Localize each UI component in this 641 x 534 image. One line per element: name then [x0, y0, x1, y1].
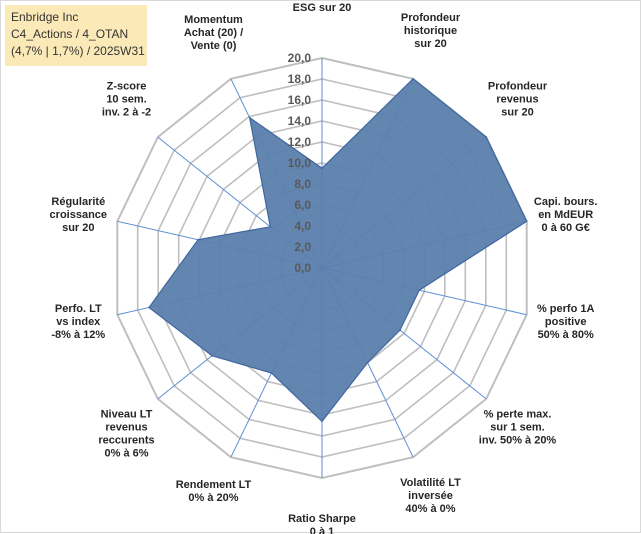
- axis-label-line: -8% à 12%: [51, 329, 105, 341]
- axis-label-line: sur 1 sem.: [490, 422, 544, 434]
- axis-label-line: Z-score: [107, 80, 147, 92]
- axis-label-line: inversée: [408, 490, 453, 502]
- tick-label: 10,0: [288, 156, 312, 170]
- radar-ticks: 0,0 2,0 4,0 6,0 8,0 10,0 12,0 14,0 16,0 18,0 20,0: [288, 51, 312, 275]
- axis-label: Volatilité LT inversée 40% à 0%: [400, 477, 461, 515]
- axis-label-line: Perfo. LT: [55, 303, 102, 315]
- title-line-1: Enbridge Inc: [11, 10, 79, 24]
- axis-label-line: 50% à 80%: [538, 329, 594, 341]
- axis-label-line: 0% à 20%: [188, 492, 238, 504]
- chart-title-box: Enbridge Inc C4_Actions / 4_OTAN (4,7% |…: [5, 5, 147, 66]
- tick-label: 20,0: [288, 51, 312, 65]
- axis-label-line: Rendement LT: [176, 479, 252, 491]
- axis-label-line: positive: [545, 316, 587, 328]
- axis-label-line: 40% à 0%: [405, 503, 455, 515]
- axis-label: Profondeur revenus sur 20: [488, 80, 548, 118]
- title-line-2: C4_Actions / 4_OTAN: [11, 27, 129, 41]
- axis-label: Profondeur historique sur 20: [401, 12, 461, 50]
- axis-label-line: Régularité: [51, 196, 105, 208]
- axis-label: Capi. bours. en MdEUR 0 à 60 G€: [534, 196, 598, 234]
- data-point: [412, 78, 414, 80]
- data-point: [525, 220, 528, 223]
- axis-label-line: ESG sur 20: [293, 2, 352, 14]
- axis-label-line: croissance: [50, 209, 107, 221]
- axis-label-line: Ratio Sharpe: [288, 513, 356, 525]
- tick-label: 6,0: [294, 198, 311, 212]
- axis-label-line: sur 20: [62, 222, 94, 234]
- axis-label-line: 0 à 1: [310, 526, 334, 534]
- axis-label-line: revenus: [496, 93, 538, 105]
- axis-label-line: Vente (0): [191, 40, 237, 52]
- axis-label-line: 0% à 6%: [104, 448, 148, 460]
- tick-label: 4,0: [294, 219, 311, 233]
- axis-label: Niveau LT revenus reccurents 0% à 6%: [98, 409, 154, 460]
- data-point: [270, 372, 273, 374]
- axis-label-line: revenus: [105, 422, 147, 434]
- axis-label-line: Niveau LT: [101, 409, 153, 421]
- tick-label: 12,0: [288, 135, 312, 149]
- axis-label-line: Profondeur: [401, 12, 461, 24]
- tick-label: 18,0: [288, 72, 312, 86]
- axis-label: Perfo. LT vs index -8% à 12%: [51, 303, 105, 341]
- tick-label: 8,0: [294, 177, 311, 191]
- data-point: [321, 167, 323, 170]
- axis-label: Ratio Sharpe 0 à 1: [288, 513, 356, 534]
- axis-label-line: sur 20: [414, 38, 446, 50]
- tick-label: 0,0: [294, 261, 311, 275]
- data-point: [366, 361, 369, 364]
- axis-label: NoteESG sur 20: [293, 1, 352, 14]
- data-point: [321, 420, 323, 423]
- data-point: [197, 238, 199, 241]
- data-point: [418, 289, 421, 292]
- tick-label: 14,0: [288, 114, 312, 128]
- series-area: [148, 77, 528, 423]
- axis-label-line: Profondeur: [488, 80, 548, 92]
- axis-label-line: Volatilité LT: [400, 477, 461, 489]
- radar-series: [148, 77, 528, 423]
- axis-label: Z-score 10 sem. inv. 2 à -2: [102, 80, 151, 118]
- data-point: [148, 306, 150, 309]
- data-point: [399, 329, 401, 332]
- axis-label-line: vs index: [56, 316, 101, 328]
- axis-label-line: inv. 2 à -2: [102, 106, 151, 118]
- title-line-3: (4,7% | 1,7%) / 2025W31: [11, 44, 145, 58]
- axis-label: Régularité croissance sur 20: [50, 196, 107, 234]
- axis-label-line: historique: [404, 25, 457, 37]
- axis-label-line: 0 à 60 G€: [542, 222, 590, 234]
- axis-label: % perte max. sur 1 sem. inv. 50% à 20%: [479, 409, 557, 447]
- data-point: [211, 354, 213, 357]
- axis-label-line: % perfo 1A: [537, 303, 595, 315]
- axis-label: Rendement LT 0% à 20%: [176, 479, 252, 504]
- axis-label-line: Achat (20) /: [184, 27, 243, 39]
- axis-label-line: 10 sem.: [106, 93, 146, 105]
- axis-label-line: inv. 50% à 20%: [479, 435, 557, 447]
- data-point: [485, 136, 488, 138]
- axis-label-line: reccurents: [98, 435, 154, 447]
- axis-label-line: Capi. bours.: [534, 196, 598, 208]
- data-point: [269, 226, 272, 228]
- data-point: [248, 116, 251, 119]
- axis-label-line: Momentum: [184, 14, 243, 26]
- axis-label-line: en MdEUR: [538, 209, 593, 221]
- axis-label-line: sur 20: [501, 106, 533, 118]
- axis-label: Momentum Achat (20) / Vente (0): [184, 14, 243, 52]
- tick-label: 2,0: [294, 240, 311, 254]
- axis-label: % perfo 1A positive 50% à 80%: [537, 303, 595, 341]
- axis-label-line: % perte max.: [484, 409, 552, 421]
- tick-label: 16,0: [288, 93, 312, 107]
